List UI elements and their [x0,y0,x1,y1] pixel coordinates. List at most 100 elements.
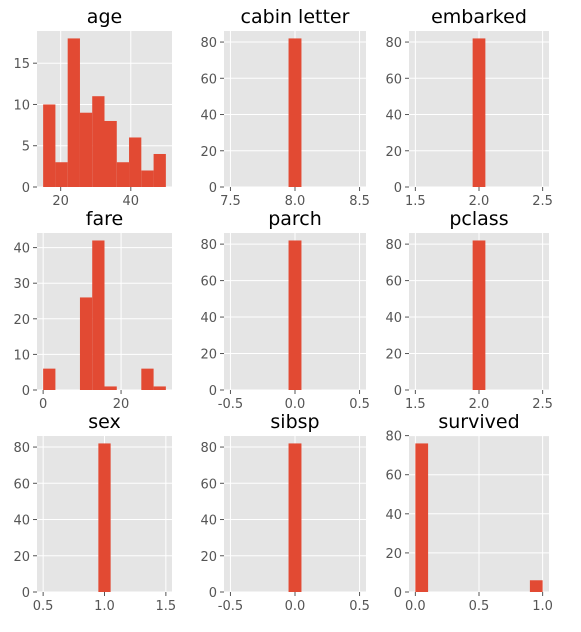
subplot-title: fare [86,208,123,230]
subplot-age: age 20 40 0 5 10 15 [13,6,172,209]
x-tick-label: 40 [123,194,140,209]
y-tick-label: 0 [22,586,30,601]
y-tick-label: 80 [385,430,402,445]
y-tick-label: 40 [385,109,402,124]
histogram-bar [415,443,429,592]
x-tick-label: -0.5 [218,397,243,412]
y-tick-label: 80 [13,441,30,456]
subplot-sibsp: sibsp -0.5 0.0 0.5 0 20 40 60 80 [200,411,369,614]
x-tick-label: -0.5 [218,599,243,614]
subplot-title: sibsp [270,411,319,433]
y-tick-label: 40 [200,109,217,124]
y-tick-label: 80 [200,36,217,51]
y-tick-label: 15 [13,57,30,72]
y-tick-label: 80 [200,441,217,456]
x-tick-label: 8.5 [349,194,370,209]
y-tick-label: 20 [200,348,217,363]
histogram-bar [104,386,117,390]
y-tick-label: 0 [209,384,217,399]
histogram-bar [92,96,105,187]
subplot-title: parch [268,208,322,230]
subplot-pclass: pclass 1.5 2.0 2.5 0 20 40 60 80 [385,208,553,412]
y-tick-label: 40 [385,311,402,326]
subplot-survived: survived 0.0 0.5 1.0 0 20 40 60 80 [385,411,553,614]
subplot-parch: parch -0.5 0.0 0.5 0 20 40 60 80 [200,208,369,412]
y-tick-label: 20 [200,145,217,160]
x-tick-label: 2.5 [532,194,553,209]
x-tick-label: 0.0 [285,397,306,412]
x-tick-label: 0.0 [285,599,306,614]
histogram-bar [472,240,486,390]
histogram-bar [288,38,302,187]
subplot-embarked: embarked 1.5 2.0 2.5 0 20 40 60 80 [385,6,553,209]
y-tick-label: 60 [200,477,217,492]
x-tick-label: 8.0 [285,194,306,209]
y-tick-label: 0 [209,586,217,601]
y-tick-label: 40 [385,508,402,523]
subplot-cabin-letter: cabin letter 7.5 8.0 8.5 0 20 40 60 80 [200,6,369,209]
x-tick-label: 2.5 [532,397,553,412]
histogram-bar [288,240,302,390]
y-tick-label: 60 [200,72,217,87]
histogram-bar [98,443,111,592]
x-tick-label: 0.0 [405,599,426,614]
histogram-bar [153,386,166,390]
histogram-bar [288,443,302,592]
y-tick-label: 60 [385,469,402,484]
y-tick-label: 0 [394,586,402,601]
x-tick-label: 2.0 [469,194,490,209]
subplot-fare: fare 0 20 0 10 20 30 40 [13,208,172,412]
subplot-sex: sex 0.5 1.0 1.5 0 20 40 60 80 [13,411,176,614]
y-tick-label: 0 [394,181,402,196]
x-tick-label: 0.5 [33,599,54,614]
x-tick-label: 7.5 [220,194,241,209]
histogram-bar [43,368,56,390]
x-tick-label: 1.5 [156,599,177,614]
x-tick-label: 1.0 [94,599,115,614]
y-tick-label: 20 [13,550,30,565]
y-tick-label: 20 [385,547,402,562]
y-tick-label: 10 [13,348,30,363]
y-tick-label: 40 [13,242,30,257]
x-tick-label: 1.5 [405,194,426,209]
subplot-title: survived [438,411,519,433]
y-tick-label: 60 [13,477,30,492]
y-tick-label: 60 [385,72,402,87]
y-tick-label: 30 [13,277,30,292]
histogram-bar [472,38,486,187]
y-tick-label: 0 [22,384,30,399]
y-tick-label: 20 [385,145,402,160]
y-tick-label: 0 [22,181,30,196]
y-tick-label: 0 [394,384,402,399]
histogram-bar [79,112,93,187]
y-tick-label: 10 [13,98,30,113]
histogram-bar [55,162,68,187]
subplot-title: age [87,6,122,28]
y-tick-label: 20 [200,550,217,565]
y-tick-label: 40 [200,514,217,529]
x-tick-label: 0.5 [469,599,490,614]
subplot-title: sex [88,411,121,433]
y-tick-label: 40 [200,311,217,326]
y-tick-label: 80 [385,36,402,51]
y-tick-label: 80 [200,238,217,253]
y-tick-label: 5 [22,140,30,155]
histogram-bar [92,240,105,390]
y-tick-label: 0 [209,181,217,196]
x-tick-label: 0.5 [349,599,370,614]
x-tick-label: 20 [113,397,130,412]
histogram-bar [129,137,142,187]
y-tick-label: 20 [385,348,402,363]
y-tick-label: 60 [385,275,402,290]
subplot-title: pclass [449,208,508,230]
x-tick-label: 2.0 [469,397,490,412]
histogram-bar [104,120,117,187]
x-tick-label: 0 [39,397,47,412]
y-tick-label: 60 [200,275,217,290]
x-tick-label: 1.0 [532,599,553,614]
histogram-bar [79,297,93,390]
histogram-bar [529,580,543,592]
histogram-bar [43,104,56,187]
subplot-title: embarked [431,6,527,28]
